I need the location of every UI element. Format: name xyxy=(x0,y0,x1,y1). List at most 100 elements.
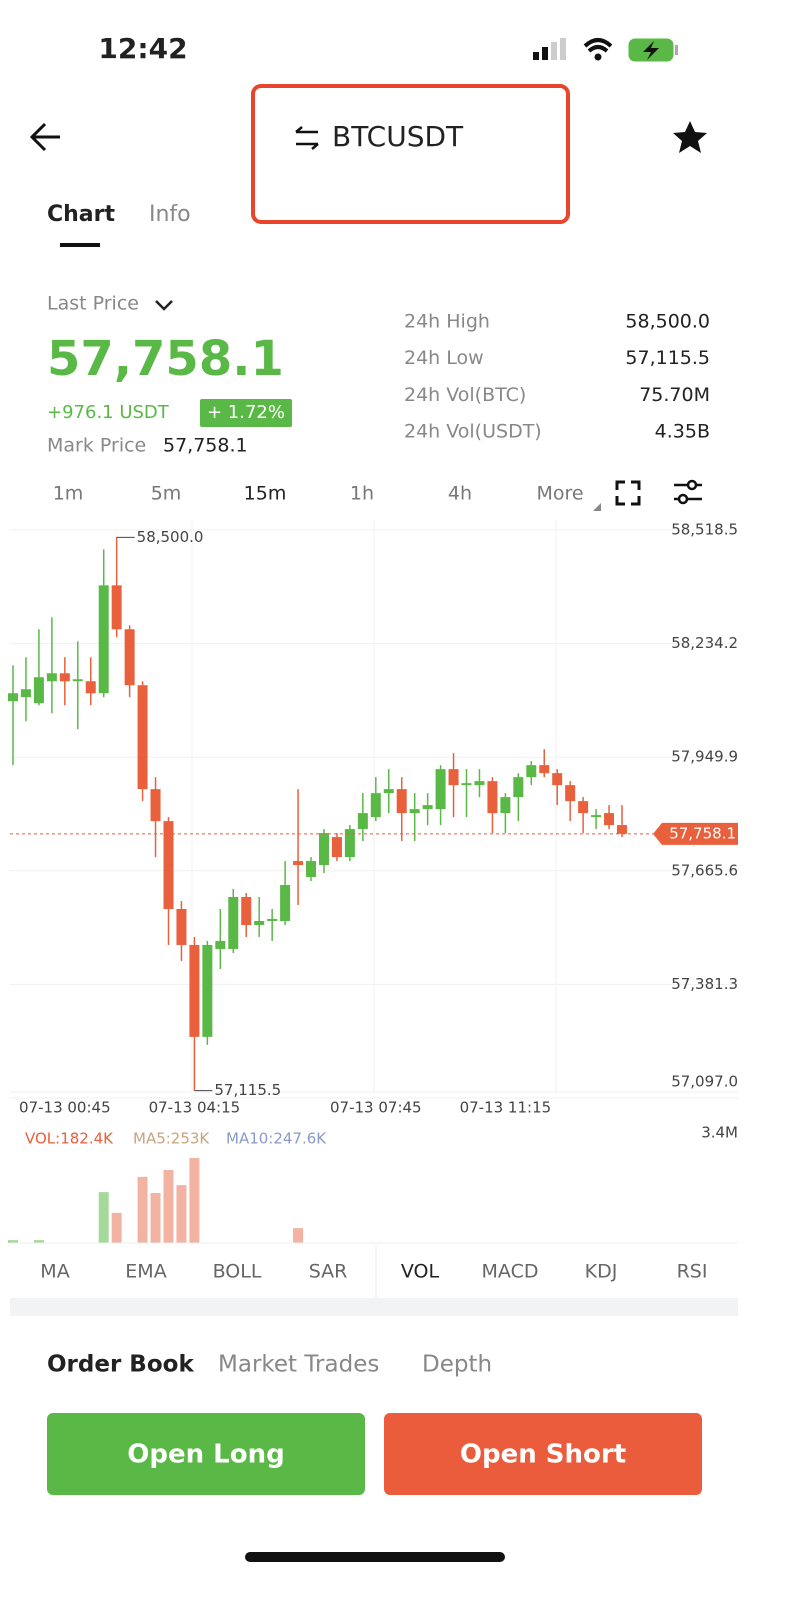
volume-bar xyxy=(150,1193,161,1243)
volume-bars xyxy=(8,1157,627,1290)
candle-body xyxy=(228,897,239,949)
volume-bar xyxy=(73,1248,83,1290)
volume-bar xyxy=(293,1228,304,1243)
swap-icon[interactable] xyxy=(295,126,319,150)
y-tick-label: 58,518.5 xyxy=(671,521,738,539)
stat-value: 4.35B xyxy=(655,421,710,443)
chevron xyxy=(155,300,173,311)
candle-body xyxy=(526,765,537,778)
candle-body xyxy=(331,837,342,858)
last-price-label[interactable]: Last Price xyxy=(47,293,139,315)
candle-body xyxy=(513,777,524,798)
volume-bar xyxy=(163,1169,174,1243)
book-tab[interactable]: Order Book xyxy=(47,1352,194,1378)
x-tick-label: 07-13 11:15 xyxy=(460,1099,552,1117)
indicator-tab[interactable]: BOLL xyxy=(213,1261,262,1283)
stat-value: 75.70M xyxy=(639,384,710,406)
candle-body xyxy=(280,885,291,921)
book-tab[interactable]: Depth xyxy=(422,1352,492,1378)
candle-body xyxy=(578,801,589,814)
candle-body xyxy=(254,920,265,925)
tab-underline xyxy=(60,243,100,247)
tab-chart[interactable]: Chart xyxy=(47,202,116,227)
indicator-tab[interactable]: EMA xyxy=(125,1261,166,1283)
symbol-title[interactable]: BTCUSDT xyxy=(332,120,464,153)
volume-bar xyxy=(111,1212,122,1243)
fullscreen-icon[interactable] xyxy=(615,480,641,506)
more-triangle xyxy=(593,503,601,511)
mark-price-label: Mark Price xyxy=(47,435,146,457)
candle-body xyxy=(46,673,57,682)
volume-bar xyxy=(539,1248,549,1290)
trade-button-label[interactable]: Open Long xyxy=(127,1440,284,1470)
candle-body xyxy=(306,861,317,878)
candle-body xyxy=(396,789,407,814)
indicator-tab[interactable]: KDJ xyxy=(585,1261,618,1283)
candle-body xyxy=(318,833,329,866)
indicator-tab[interactable]: MA xyxy=(40,1261,69,1283)
candle-body xyxy=(461,783,472,786)
grid-vertical xyxy=(10,520,738,1093)
volume-bar xyxy=(462,1248,472,1290)
indicator-tab[interactable]: VOL xyxy=(401,1261,440,1283)
change-pct: + 1.72% xyxy=(207,402,285,423)
candle-body xyxy=(552,773,563,786)
x-tick-label: 07-13 00:45 xyxy=(19,1099,111,1117)
volume-bar xyxy=(176,1185,187,1243)
trade-button[interactable] xyxy=(384,1413,702,1495)
indicator-tab[interactable]: MACD xyxy=(482,1261,539,1283)
mark-price: 57,758.1 xyxy=(163,435,248,457)
candle-body xyxy=(33,677,44,704)
tab-info[interactable]: Info xyxy=(149,202,191,227)
candle-body xyxy=(72,679,83,682)
volume-bar xyxy=(98,1192,109,1243)
volume-bar xyxy=(8,1240,18,1243)
stat-label: 24h Low xyxy=(404,347,484,369)
volume-bar xyxy=(267,1248,277,1290)
interval-tab[interactable]: 1m xyxy=(53,483,84,505)
stat-value: 58,500.0 xyxy=(625,311,710,333)
candle-body xyxy=(8,693,18,702)
ma10-label: MA10:247.6K xyxy=(226,1130,327,1148)
y-tick-label: 57,381.3 xyxy=(671,975,738,993)
interval-tab[interactable]: 4h xyxy=(448,483,472,505)
candle-body xyxy=(20,689,31,698)
candle-body xyxy=(241,897,252,925)
candle-body xyxy=(448,769,459,786)
volume-bar xyxy=(617,1248,627,1290)
separator-band xyxy=(10,1298,738,1316)
indicator-tab[interactable]: RSI xyxy=(677,1261,708,1283)
candle-body xyxy=(474,781,485,786)
indicator-tab[interactable]: SAR xyxy=(309,1261,348,1283)
home-indicator xyxy=(245,1552,505,1562)
stat-label: 24h High xyxy=(404,311,490,333)
candle-body xyxy=(150,789,161,822)
trade-button[interactable] xyxy=(47,1413,365,1495)
candle-body xyxy=(422,805,433,810)
volume-bar xyxy=(189,1157,200,1243)
volume-bar xyxy=(202,1248,212,1290)
interval-tab[interactable]: More xyxy=(536,483,583,505)
price-change: +976.1 USDT xyxy=(47,402,170,423)
low-label: 57,115.5 xyxy=(214,1081,281,1099)
back-button[interactable] xyxy=(29,122,60,152)
volume-bar xyxy=(565,1248,575,1290)
last-price: 57,758.1 xyxy=(47,331,284,387)
candle-body xyxy=(539,765,550,774)
settings-knob xyxy=(686,479,698,491)
book-tab[interactable]: Market Trades xyxy=(218,1352,379,1378)
volume-bar xyxy=(449,1248,459,1290)
favorite-star[interactable] xyxy=(673,121,707,153)
interval-tab[interactable]: 1h xyxy=(350,483,374,505)
candle-body xyxy=(163,821,174,909)
x-tick-label: 07-13 07:45 xyxy=(330,1099,422,1117)
trade-button-label[interactable]: Open Short xyxy=(460,1440,626,1470)
candle-body xyxy=(344,829,355,858)
status-time: 12:42 xyxy=(98,32,187,65)
interval-tab[interactable]: 5m xyxy=(151,483,182,505)
volume-bar xyxy=(33,1240,44,1243)
y-tick-label: 57,665.6 xyxy=(671,861,738,879)
interval-tab[interactable]: 15m xyxy=(244,483,287,505)
candle-body xyxy=(591,815,602,818)
volume-bar xyxy=(358,1248,368,1290)
